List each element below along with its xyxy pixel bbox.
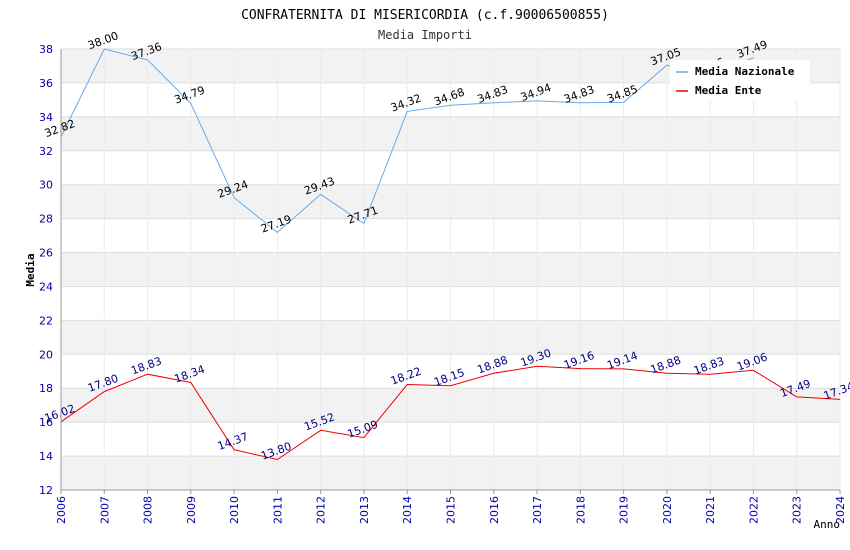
data-label: 18.22	[389, 365, 423, 388]
y-tick-label: 14	[39, 450, 53, 463]
chart-subtitle: Media Importi	[378, 28, 472, 42]
x-tick-label: 2013	[358, 496, 371, 524]
x-tick-label: 2024	[834, 496, 847, 524]
x-tick-label: 2023	[791, 496, 804, 524]
x-tick-label: 2020	[661, 496, 674, 524]
legend-label-ente: Media Ente	[695, 84, 762, 97]
y-tick-label: 12	[39, 484, 53, 497]
x-tick-label: 2011	[271, 496, 284, 524]
y-tick-label: 30	[39, 179, 53, 192]
x-tick-label: 2017	[531, 496, 544, 524]
x-tick-label: 2019	[618, 496, 631, 524]
series-line	[60, 365, 841, 461]
data-label: 34.32	[389, 92, 423, 115]
x-tick-label: 2021	[704, 496, 717, 524]
y-tick-label: 22	[39, 314, 53, 327]
legend: Media Nazionale Media Ente	[670, 60, 810, 101]
data-label: 34.79	[173, 84, 207, 107]
y-axis-label: Media	[24, 253, 37, 286]
series-lines	[60, 48, 841, 461]
x-tick-label: 2010	[228, 496, 241, 524]
x-axis: 2006 2007 2008 2009 2010 2011 2012 2013 2014 2015…	[55, 489, 847, 524]
y-tick-label: 24	[39, 280, 53, 293]
y-tick-label: 36	[39, 77, 53, 90]
y-tick-label: 26	[39, 247, 53, 260]
x-tick-label: 2015	[445, 496, 458, 524]
x-tick-label: 2008	[142, 496, 155, 524]
data-label: 18.88	[476, 354, 510, 377]
chart-title: CONFRATERNITA DI MISERICORDIA (c.f.90006…	[241, 8, 609, 23]
data-label: 14.37	[216, 430, 250, 453]
x-tick-label: 2016	[488, 496, 501, 524]
y-tick-label: 20	[39, 348, 53, 361]
x-axis-label: Anno	[814, 518, 841, 531]
x-tick-label: 2014	[401, 496, 414, 524]
y-axis: 12 14 16 18 20 22 24 26 28 30 32 34 36 38	[39, 43, 62, 497]
y-tick-label: 32	[39, 145, 53, 158]
y-tick-label: 18	[39, 382, 53, 395]
series-line	[60, 48, 754, 234]
y-tick-label: 28	[39, 213, 53, 226]
y-tick-label: 38	[39, 43, 53, 56]
x-tick-label: 2022	[747, 496, 760, 524]
legend-label-nazionale: Media Nazionale	[695, 65, 795, 78]
x-tick-label: 2012	[315, 496, 328, 524]
x-tick-label: 2007	[98, 496, 111, 524]
y-tick-label: 34	[39, 111, 53, 124]
y-tick-label: 16	[39, 416, 53, 429]
data-label: 18.83	[129, 354, 163, 377]
x-tick-label: 2018	[574, 496, 587, 524]
x-tick-label: 2009	[185, 496, 198, 524]
x-tick-label: 2006	[55, 496, 68, 524]
legend-box	[670, 60, 810, 101]
